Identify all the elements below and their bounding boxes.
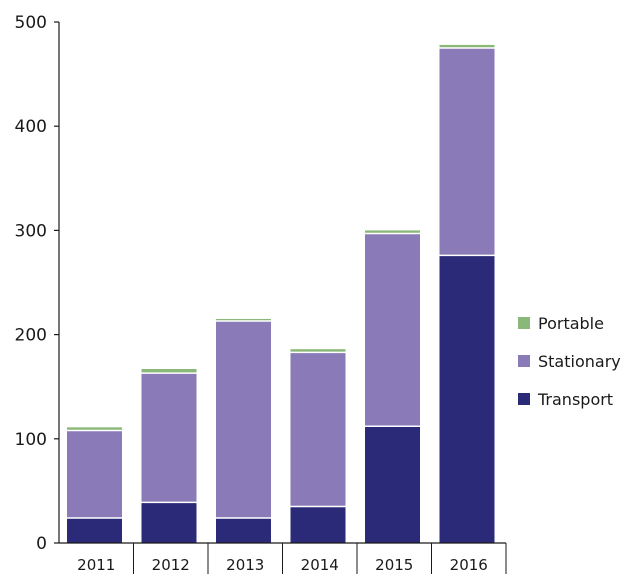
- x-tick-label: 2014: [301, 556, 339, 574]
- legend-swatch-stationary: [518, 355, 530, 367]
- bar-transport-2013: [216, 517, 271, 543]
- bar-transport-2012: [141, 502, 197, 543]
- y-tick-label: 300: [15, 221, 47, 241]
- bar-portable-2011: [67, 427, 122, 431]
- y-tick-label: 400: [15, 117, 47, 137]
- y-tick-label: 500: [15, 13, 47, 33]
- bar-portable-2014: [290, 349, 346, 353]
- bar-stationary-2014: [290, 352, 346, 507]
- bar-stationary-2015: [365, 233, 420, 427]
- bar-portable-2012: [141, 368, 197, 374]
- bar-stationary-2012: [141, 373, 197, 503]
- legend-label-stationary: Stationary: [538, 352, 621, 371]
- bar-portable-2016: [439, 44, 495, 49]
- x-tick-label: 2015: [375, 556, 413, 574]
- x-tick-label: 2012: [152, 556, 190, 574]
- bar-transport-2015: [365, 426, 420, 543]
- bars-layer: [67, 44, 495, 543]
- bar-stationary-2016: [439, 48, 495, 256]
- bar-transport-2011: [67, 517, 122, 543]
- legend-label-transport: Transport: [537, 390, 613, 409]
- y-tick-label: 200: [15, 326, 47, 346]
- x-tick-label: 2011: [77, 556, 115, 574]
- legend: Portable Stationary Transport: [518, 314, 621, 409]
- legend-swatch-transport: [518, 393, 530, 405]
- y-tick-label: 0: [36, 534, 47, 554]
- legend-label-portable: Portable: [538, 314, 604, 333]
- bar-portable-2013: [216, 318, 271, 322]
- bar-portable-2015: [365, 230, 420, 234]
- axes-layer: 0 100 200 300 400 500 2011 2012 2013 2014 2015 2016: [15, 13, 507, 574]
- y-tick-label: 100: [15, 430, 47, 450]
- x-tick-label: 2013: [226, 556, 264, 574]
- x-tick-label: 2016: [450, 556, 488, 574]
- bar-stationary-2013: [216, 321, 271, 518]
- bar-stationary-2011: [67, 430, 122, 518]
- bar-transport-2014: [290, 506, 346, 543]
- legend-swatch-portable: [518, 317, 530, 329]
- bar-transport-2016: [439, 255, 495, 543]
